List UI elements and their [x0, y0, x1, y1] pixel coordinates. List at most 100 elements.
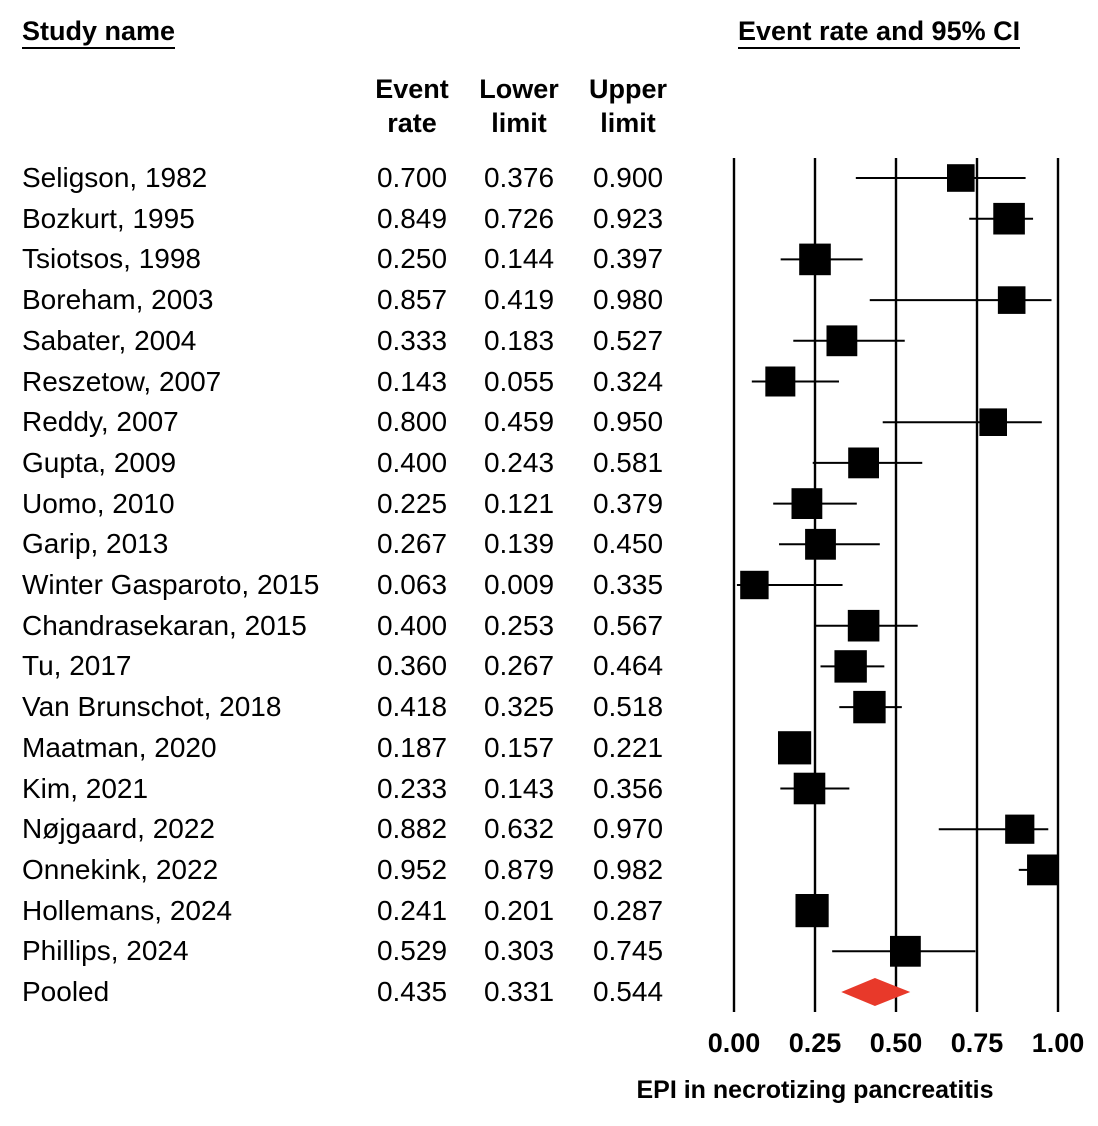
study-name: Seligson, 1982 — [22, 162, 208, 193]
study-name: Reddy, 2007 — [22, 406, 179, 438]
upper-limit-value: 0.544 — [592, 976, 664, 1007]
upper-limit-value: 0.982 — [592, 853, 664, 885]
lower-limit-value: 0.376 — [483, 162, 555, 193]
event-rate-value: 0.360 — [376, 650, 448, 682]
upper-limit-value: 0.745 — [592, 935, 664, 967]
upper-limit-value: 0.397 — [592, 243, 664, 275]
study-name: Boreham, 2003 — [22, 284, 214, 316]
study-name: Sabater, 2004 — [22, 324, 197, 356]
table-row: Gupta, 2009 0.400 0.243 0.581 — [0, 444, 1098, 484]
x-tick-label: 0.25 — [789, 1028, 842, 1058]
table-row: Sabater, 2004 0.333 0.183 0.527 — [0, 322, 1098, 362]
table-row: Seligson, 1982 0.700 0.376 0.900 — [0, 159, 1098, 199]
table-row: Van Brunschot, 2018 0.418 0.325 0.518 — [0, 688, 1098, 728]
event-rate-value: 0.529 — [376, 935, 448, 967]
table-row: Bozkurt, 1995 0.849 0.726 0.923 — [0, 200, 1098, 240]
lower-limit-value: 0.325 — [483, 691, 555, 723]
study-name: Reszetow, 2007 — [22, 365, 222, 397]
lower-limit-value: 0.331 — [483, 976, 555, 1007]
event-rate-value: 0.400 — [376, 446, 448, 478]
event-rate-value: 0.143 — [376, 365, 448, 397]
lower-limit-value: 0.157 — [483, 731, 555, 763]
event-rate-value: 0.882 — [376, 813, 448, 845]
upper-limit-header-line1: Upper — [588, 74, 667, 104]
study-name: Gupta, 2009 — [22, 446, 177, 478]
table-row: Kim, 2021 0.233 0.143 0.356 — [0, 770, 1098, 810]
x-tick-label: 0.50 — [870, 1028, 923, 1058]
upper-limit-value: 0.518 — [592, 691, 664, 723]
study-name: Tsiotsos, 1998 — [22, 243, 201, 275]
table-row: Nøjgaard, 2022 0.882 0.632 0.970 — [0, 810, 1098, 850]
lower-limit-value: 0.879 — [483, 853, 555, 885]
event-rate-header-line2: rate — [387, 108, 437, 138]
lower-limit-value: 0.726 — [483, 202, 555, 234]
table-row: Winter Gasparoto, 2015 0.063 0.009 0.335 — [0, 566, 1098, 606]
x-axis-label: EPI in necrotizing pancreatitis — [636, 1076, 994, 1104]
upper-limit-header: Upper limit — [573, 72, 683, 140]
lower-limit-value: 0.055 — [483, 365, 555, 397]
upper-limit-value: 0.335 — [592, 569, 664, 600]
table-row: Maatman, 2020 0.187 0.157 0.221 — [0, 729, 1098, 769]
table-row: Tu, 2017 0.360 0.267 0.464 — [0, 647, 1098, 687]
lower-limit-value: 0.144 — [483, 243, 555, 275]
table-row: Chandrasekaran, 2015 0.400 0.253 0.567 — [0, 607, 1098, 647]
upper-limit-value: 0.527 — [592, 324, 664, 356]
upper-limit-value: 0.450 — [592, 528, 664, 560]
upper-limit-value: 0.980 — [592, 284, 664, 316]
upper-limit-value: 0.356 — [592, 772, 664, 804]
event-rate-value: 0.435 — [376, 976, 448, 1007]
pooled-row: Pooled 0.435 0.331 0.544 — [0, 973, 1098, 1013]
upper-limit-value: 0.970 — [592, 813, 664, 845]
event-rate-value: 0.849 — [376, 202, 448, 234]
study-name: Tu, 2017 — [22, 650, 132, 682]
event-rate-header-line1: Event — [375, 74, 449, 104]
x-tick-label: 0.75 — [951, 1028, 1004, 1058]
upper-limit-value: 0.221 — [592, 731, 664, 763]
study-name: Garip, 2013 — [22, 528, 169, 560]
table-row: Boreham, 2003 0.857 0.419 0.980 — [0, 281, 1098, 321]
study-name: Maatman, 2020 — [22, 731, 217, 763]
event-rate-value: 0.250 — [376, 243, 448, 275]
lower-limit-value: 0.139 — [483, 528, 555, 560]
lower-limit-value: 0.183 — [483, 324, 555, 356]
lower-limit-header-line1: Lower — [479, 74, 559, 104]
plot-title: Event rate and 95% CI — [738, 16, 1021, 49]
study-name: Uomo, 2010 — [22, 487, 175, 519]
study-name: Kim, 2021 — [22, 772, 149, 804]
study-name: Nøjgaard, 2022 — [22, 813, 216, 845]
table-row: Tsiotsos, 1998 0.250 0.144 0.397 — [0, 240, 1098, 280]
study-name-header: Study name — [22, 16, 176, 49]
event-rate-value: 0.225 — [376, 487, 448, 519]
lower-limit-value: 0.009 — [483, 569, 555, 600]
event-rate-value: 0.857 — [376, 284, 448, 316]
lower-limit-header: Lower limit — [464, 72, 574, 140]
event-rate-value: 0.400 — [376, 609, 448, 641]
upper-limit-value: 0.567 — [592, 609, 664, 641]
upper-limit-value: 0.287 — [592, 894, 664, 926]
event-rate-value: 0.187 — [376, 731, 448, 763]
upper-limit-value: 0.464 — [592, 650, 664, 682]
x-tick-label: 1.00 — [1032, 1028, 1085, 1058]
event-rate-value: 0.333 — [376, 324, 448, 356]
event-rate-value: 0.418 — [376, 691, 448, 723]
lower-limit-value: 0.303 — [483, 935, 555, 967]
event-rate-value: 0.700 — [376, 162, 448, 193]
study-name: Chandrasekaran, 2015 — [22, 609, 307, 641]
table-row: Phillips, 2024 0.529 0.303 0.745 — [0, 932, 1098, 972]
study-name: Winter Gasparoto, 2015 — [22, 569, 320, 600]
event-rate-value: 0.063 — [376, 569, 448, 600]
table-row: Uomo, 2010 0.225 0.121 0.379 — [0, 485, 1098, 525]
event-rate-value: 0.233 — [376, 772, 448, 804]
lower-limit-value: 0.459 — [483, 406, 555, 438]
event-rate-value: 0.267 — [376, 528, 448, 560]
event-rate-value: 0.241 — [376, 894, 448, 926]
table-row: Onnekink, 2022 0.952 0.879 0.982 — [0, 851, 1098, 891]
study-name: Phillips, 2024 — [22, 935, 189, 967]
lower-limit-value: 0.253 — [483, 609, 555, 641]
study-name: Bozkurt, 1995 — [22, 202, 195, 234]
upper-limit-value: 0.581 — [592, 446, 664, 478]
table-row: Reszetow, 2007 0.143 0.055 0.324 — [0, 363, 1098, 403]
study-name: Pooled — [22, 976, 110, 1007]
event-rate-header: Event rate — [357, 72, 467, 140]
upper-limit-value: 0.379 — [592, 487, 664, 519]
